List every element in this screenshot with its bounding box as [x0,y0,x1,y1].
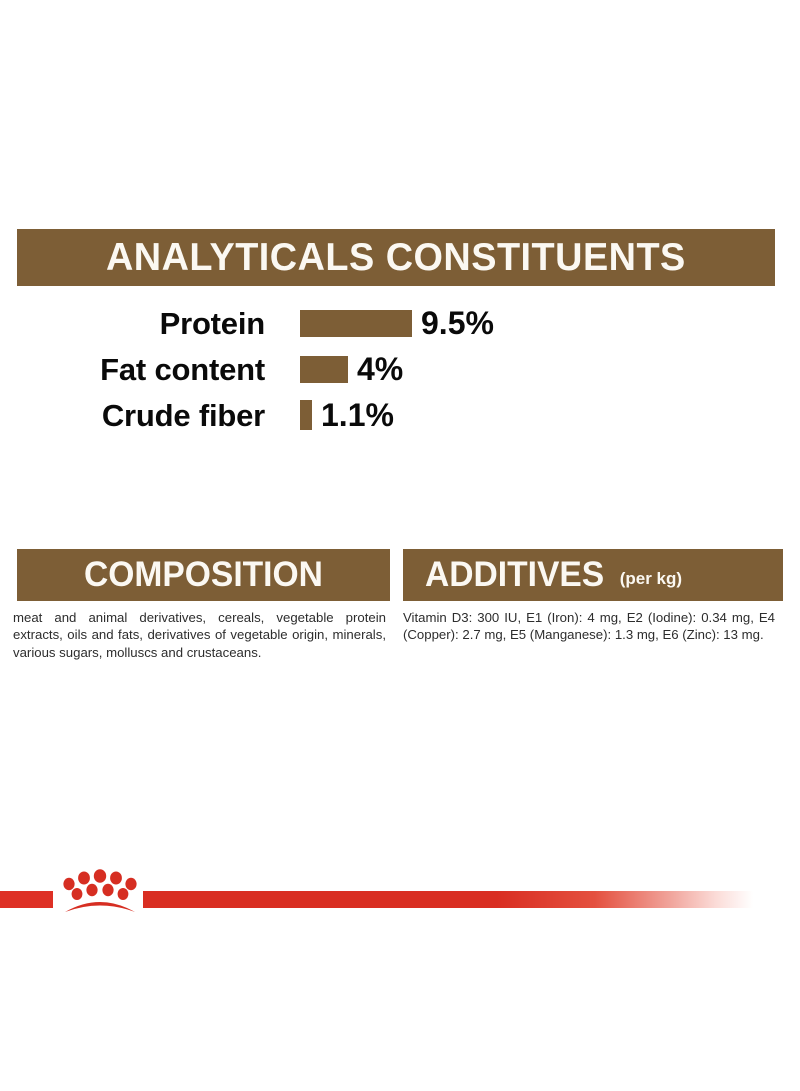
royal-canin-crown-icon [63,869,137,912]
footer-rule [0,891,800,908]
constituent-bar-crude-fiber [300,400,312,430]
constituent-row: Fat content 4% [0,346,800,392]
constituent-label-fat-content: Fat content [100,351,265,387]
panel-header-row: COMPOSITION ADDITIVES (per kg) [0,549,800,601]
constituent-row: Protein 9.5% [0,300,800,346]
analyticals-title: ANALYTICALS CONSTITUENTS [106,235,686,279]
constituent-bar-protein [300,309,412,337]
composition-header-bar: COMPOSITION [17,549,390,601]
additives-body-text: Vitamin D3: 300 IU, E1 (Iron): 4 mg, E2 … [403,610,775,643]
additives-title: ADDITIVES [425,555,605,594]
analyticals-constituents-chart: Protein 9.5% Fat content 4% Crude fiber … [0,300,800,438]
footer-rule-right-segment [143,891,753,908]
constituent-row: Crude fiber 1.1% [0,392,800,438]
composition-body-text: meat and animal derivatives, cereals, ve… [13,610,386,660]
constituent-value-protein: 9.5% [421,305,494,341]
constituent-bar-wrap: 9.5% [300,307,494,339]
constituent-label-crude-fiber: Crude fiber [101,397,265,433]
additives-body: Vitamin D3: 300 IU, E1 (Iron): 4 mg, E2 … [403,609,775,644]
constituent-bar-wrap: 4% [300,353,403,385]
analyticals-header-bar: ANALYTICALS CONSTITUENTS [17,229,775,286]
constituent-label-protein: Protein [159,305,266,341]
constituent-value-fat-content: 4% [357,351,404,387]
constituent-bar-wrap: 1.1% [300,399,394,431]
constituent-bar-fat-content [300,355,348,383]
footer-rule-left-segment [0,891,53,908]
composition-title: COMPOSITION [84,555,323,594]
constituent-value-crude-fiber: 1.1% [321,397,394,433]
additives-header-bar: ADDITIVES (per kg) [403,549,783,601]
additives-subtitle: (per kg) [619,569,683,588]
composition-body: meat and animal derivatives, cereals, ve… [13,609,386,661]
